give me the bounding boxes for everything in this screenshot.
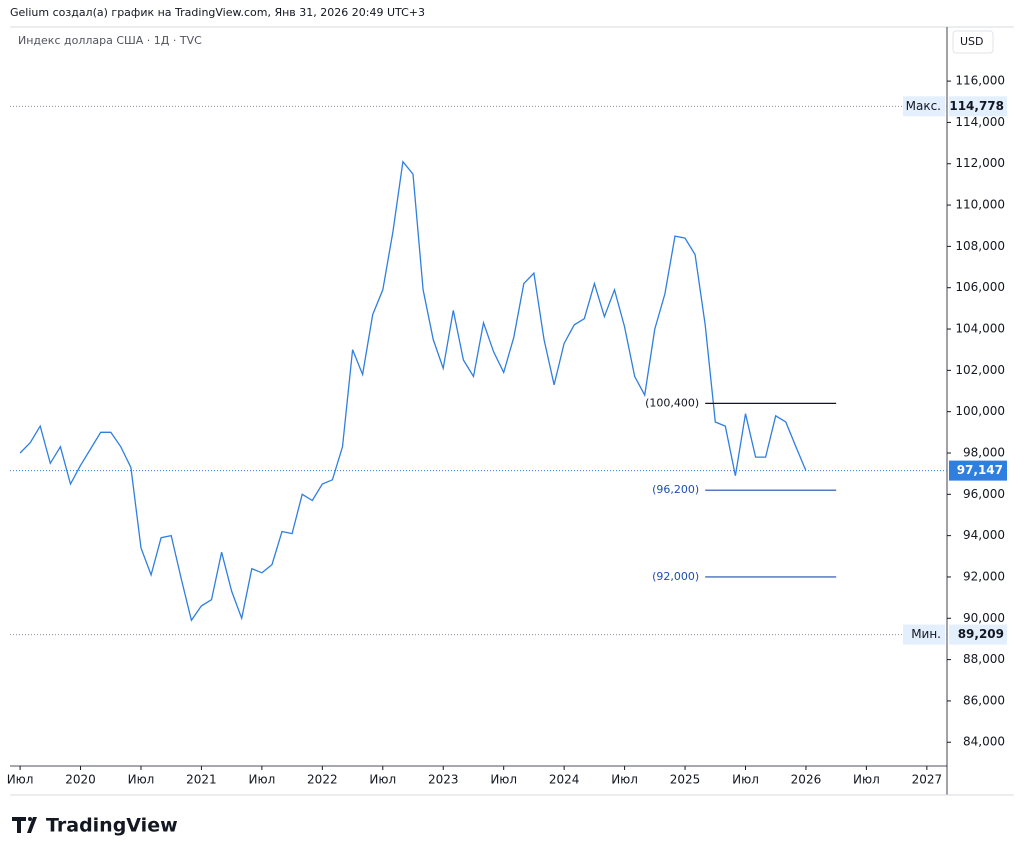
y-tick-label: 106,000	[955, 280, 1005, 294]
x-tick-label: Июл	[128, 773, 155, 787]
y-tick-label: 94,000	[963, 528, 1005, 542]
currency: USD	[960, 35, 984, 48]
max-name-box	[903, 96, 945, 117]
logo-dot	[28, 817, 32, 821]
x-tick-label: 2020	[65, 773, 96, 787]
x-tick-label: 2025	[670, 773, 701, 787]
price-line	[19, 160, 807, 622]
x-tick-label: 2027	[912, 773, 943, 787]
currency-box	[952, 30, 994, 54]
logo-icon	[12, 817, 37, 833]
y-tick-label: 114,000	[955, 115, 1005, 129]
logo	[12, 817, 37, 833]
y-tick-label: 104,000	[955, 322, 1005, 336]
x-tick-label: Июл	[490, 773, 517, 787]
x-tick-label: Июл	[732, 773, 759, 787]
last-price: 97,147	[957, 463, 1003, 477]
max-value: 114,778	[949, 99, 1004, 113]
y-tick-label: 96,000	[963, 487, 1005, 501]
y-tick-label: 84,000	[963, 735, 1005, 749]
y-tick-label: 88,000	[963, 652, 1005, 666]
y-tick-label: 86,000	[963, 693, 1005, 707]
x-tick-label: 2026	[791, 773, 822, 787]
y-tick-label: 110,000	[955, 198, 1005, 212]
level-label: (100,400)	[645, 396, 699, 409]
min-name: Мин.	[911, 627, 941, 641]
min-name-box	[903, 624, 945, 645]
y-tick-label: 112,000	[955, 156, 1005, 170]
x-tick-label: 2022	[307, 773, 338, 787]
max-name: Макс.	[906, 99, 941, 113]
y-tick-label: 116,000	[955, 74, 1005, 88]
x-tick-label: Июл	[7, 773, 34, 787]
level-label: (92,000)	[652, 570, 699, 583]
x-tick-label: Июл	[611, 773, 638, 787]
y-tick-label: 92,000	[963, 569, 1005, 583]
y-tick-label: 108,000	[955, 239, 1005, 253]
y-tick-label: 98,000	[963, 445, 1005, 459]
min-value-box	[949, 624, 1007, 645]
min-value: 89,209	[958, 627, 1004, 641]
header: Gelium создал(а) график на TradingView.c…	[10, 6, 425, 19]
x-tick-label: Июл	[853, 773, 880, 787]
x-tick-label: Июл	[249, 773, 276, 787]
y-tick-label: 102,000	[955, 363, 1005, 377]
x-tick-label: 2024	[549, 773, 580, 787]
level-label: (96,200)	[652, 483, 699, 496]
y-tick-label: 90,000	[963, 611, 1005, 625]
x-tick-label: 2023	[428, 773, 459, 787]
max-value-box	[949, 96, 1007, 117]
x-tick-label: 2021	[186, 773, 217, 787]
x-tick-label: Июл	[369, 773, 396, 787]
brand: TradingView	[46, 815, 178, 837]
last-price-box	[949, 460, 1007, 481]
y-tick-label: 100,000	[955, 404, 1005, 418]
symbol-legend: Индекс доллара США · 1Д · TVC	[18, 34, 202, 47]
